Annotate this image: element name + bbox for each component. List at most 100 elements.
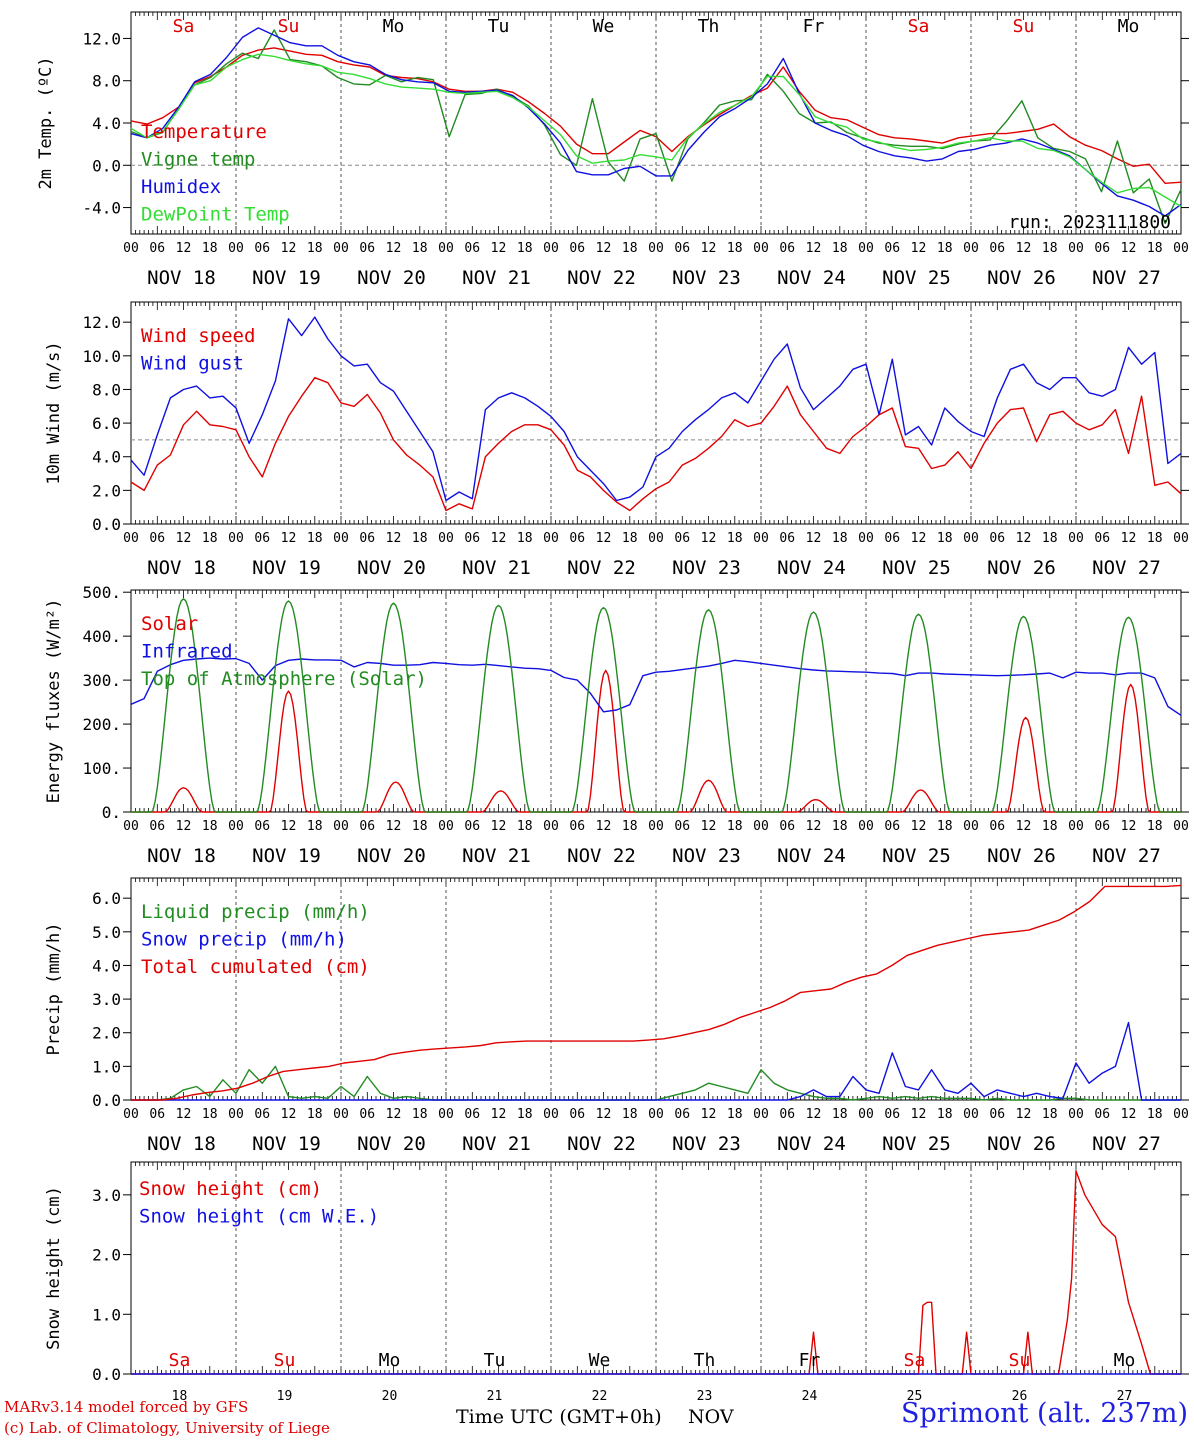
weekday-label: Mo (1118, 16, 1140, 37)
hour-tick-label: 00 (858, 531, 874, 546)
y-tick-label: 10.0 (82, 347, 121, 366)
hour-tick-label: 06 (989, 1107, 1005, 1122)
hour-tick-label: 12 (1121, 531, 1137, 546)
hour-tick-label: 00 (123, 241, 139, 256)
hour-tick-label: 18 (1042, 241, 1058, 256)
hour-tick-label: 18 (202, 531, 218, 546)
y-axis-label: 10m Wind (m/s) (44, 341, 64, 484)
hour-tick-label: 06 (1094, 531, 1110, 546)
hour-tick-label: 00 (543, 1107, 559, 1122)
date-label: NOV 19 (252, 267, 321, 289)
hour-tick-label: 12 (1121, 819, 1137, 834)
hour-tick-label: 18 (412, 531, 428, 546)
hour-tick-label: 00 (1068, 1107, 1084, 1122)
hour-tick-label: 06 (464, 531, 480, 546)
y-tick-label: 4.0 (92, 448, 121, 467)
hour-tick-label: 18 (202, 241, 218, 256)
y-tick-label: 12.0 (82, 313, 121, 332)
hour-tick-label: 12 (1016, 819, 1032, 834)
y-tick-label: 3.0 (92, 990, 121, 1009)
date-label: NOV 24 (777, 1133, 846, 1155)
hour-tick-label: 06 (884, 819, 900, 834)
y-tick-label: 5.0 (92, 923, 121, 942)
y-axis-label: Precip (mm/h) (44, 922, 64, 1055)
hour-tick-label: 06 (674, 1107, 690, 1122)
hour-tick-label: 18 (727, 241, 743, 256)
date-label: NOV 20 (357, 267, 426, 289)
hour-tick-label: 12 (806, 241, 822, 256)
hour-tick-label: 18 (412, 241, 428, 256)
date-label: NOV 24 (777, 557, 846, 579)
legend-entry: Snow height (cm) (139, 1178, 322, 1200)
date-label: NOV 26 (987, 1133, 1056, 1155)
weekday-label: Th (694, 1350, 716, 1371)
date-label: NOV 26 (987, 557, 1056, 579)
series-snow-precip-mm-h (131, 1021, 1181, 1101)
legend-entry: DewPoint Temp (141, 204, 290, 226)
hour-tick-label: 06 (884, 241, 900, 256)
weekday-label: Th (698, 16, 720, 37)
date-label: NOV 21 (462, 845, 531, 867)
y-tick-label: 12.0 (82, 29, 121, 48)
y-axis-label: 2m Temp. (ºC) (36, 56, 56, 189)
hour-tick-label: 18 (1042, 531, 1058, 546)
hour-tick-label: 18 (622, 1107, 638, 1122)
y-tick-label: 0.0 (92, 515, 121, 534)
hour-tick-label: 18 (412, 819, 428, 834)
hour-tick-label: 06 (464, 819, 480, 834)
date-label: NOV 25 (882, 845, 951, 867)
date-label: NOV 23 (672, 1133, 741, 1155)
y-tick-label: 6.0 (92, 889, 121, 908)
weekday-label: Sa (908, 16, 930, 37)
hour-tick-label: 12 (176, 819, 192, 834)
hour-ticks (130, 302, 1182, 524)
series-vigne-temp (130, 29, 1182, 225)
hour-tick-label: 12 (386, 531, 402, 546)
hour-tick-label: 06 (569, 241, 585, 256)
weekday-label: Fr (799, 1350, 821, 1371)
hour-tick-label: 12 (281, 1107, 297, 1122)
weekday-label: Su (274, 1350, 296, 1371)
hour-tick-label: 12 (911, 1107, 927, 1122)
hour-tick-label: 00 (438, 531, 454, 546)
hour-tick-label: 12 (1121, 1107, 1137, 1122)
hour-tick-label: 18 (1147, 819, 1163, 834)
y-tick-label: 400. (82, 627, 121, 646)
hour-tick-label: 12 (701, 531, 717, 546)
legend-entry: Liquid precip (mm/h) (141, 901, 370, 923)
y-tick-label: 0. (102, 803, 121, 822)
hour-tick-label: 06 (569, 819, 585, 834)
y-tick-label: 6.0 (92, 414, 121, 433)
day-number-label: 20 (382, 1389, 398, 1404)
hour-tick-label: 18 (727, 819, 743, 834)
date-label: NOV 26 (987, 845, 1056, 867)
hour-tick-label: 18 (307, 531, 323, 546)
day-number-label: 25 (907, 1389, 923, 1404)
hour-tick-label: 00 (753, 241, 769, 256)
hour-tick-label: 18 (622, 531, 638, 546)
hour-tick-label: 12 (1016, 1107, 1032, 1122)
date-label: NOV 25 (882, 267, 951, 289)
chart-panel-5: 3.0 2.0 1.0 0.0 Snow height (cm) Snow height … (44, 1161, 1189, 1404)
day-number-label: 22 (592, 1389, 608, 1404)
y-tick-label: 4.0 (92, 956, 121, 975)
hour-tick-label: 18 (937, 531, 953, 546)
legend-entry: Vigne temp (141, 149, 255, 171)
legend-entry: Solar (141, 613, 198, 635)
legend-entry: Snow height (cm W.E.) (139, 1206, 379, 1228)
hour-tick-label: 06 (674, 531, 690, 546)
date-label: NOV 24 (777, 845, 846, 867)
day-number-label: 26 (1012, 1389, 1028, 1404)
y-tick-label: 8.0 (92, 380, 121, 399)
day-number-label: 27 (1117, 1389, 1133, 1404)
chart-panel-2: 12.0 10.0 8.0 6.0 4.0 2.0 0.0 10m Wind (m/s) Win… (44, 301, 1189, 579)
hour-tick-label: 00 (228, 1107, 244, 1122)
hour-tick-label: 06 (254, 241, 270, 256)
weekday-label: Fr (803, 16, 825, 37)
hour-tick-label: 18 (1147, 1107, 1163, 1122)
hour-tick-label: 12 (596, 1107, 612, 1122)
hour-tick-label: 18 (1147, 531, 1163, 546)
hour-tick-label: 06 (149, 819, 165, 834)
hour-tick-label: 00 (858, 241, 874, 256)
